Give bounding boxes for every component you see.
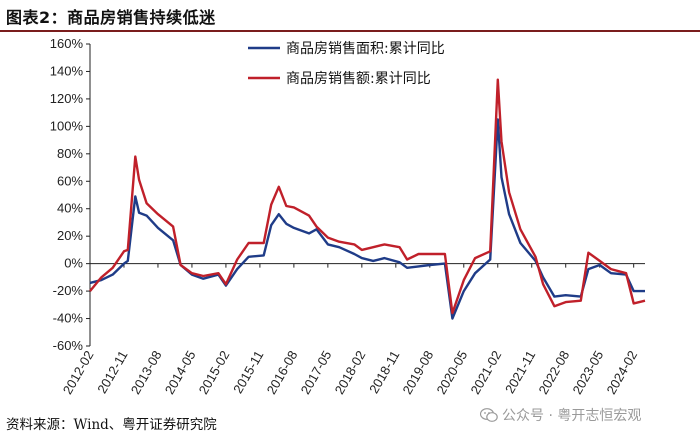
y-tick-label: 160% bbox=[50, 36, 84, 51]
y-tick-label: 60% bbox=[57, 173, 83, 188]
line-chart: 160% 140% 120% 100% 80% 60% 40% 20% 0% -20% -40% -6… bbox=[50, 36, 646, 397]
series-line-1 bbox=[89, 118, 645, 320]
legend-label-1: 商品房销售面积:累计同比 bbox=[286, 41, 445, 57]
y-tick-label: 40% bbox=[57, 201, 83, 216]
legend-label-2: 商品房销售额:累计同比 bbox=[286, 71, 431, 87]
y-tick-label: 120% bbox=[50, 91, 84, 106]
x-tick-label: 2019-08 bbox=[400, 348, 437, 397]
x-tick-label: 2018-02 bbox=[332, 348, 369, 397]
source-note: 资料来源：Wind、粤开证券研究院 bbox=[6, 417, 217, 433]
y-tick-label: 80% bbox=[57, 146, 83, 161]
x-tick-label: 2020-05 bbox=[434, 348, 471, 397]
y-tick-label: -40% bbox=[53, 311, 84, 326]
y-tick-label: -60% bbox=[53, 338, 84, 353]
y-tick-label: 100% bbox=[50, 118, 84, 133]
y-tick-label: -20% bbox=[53, 283, 84, 298]
watermark-text: 公众号 · 粤开志恒宏观 bbox=[502, 408, 642, 424]
title-divider bbox=[0, 30, 700, 32]
chart-title: 图表2：商品房销售持续低迷 bbox=[6, 8, 216, 27]
watermark: 公众号 · 粤开志恒宏观 bbox=[480, 405, 641, 425]
x-tick-label: 2021-02 bbox=[468, 348, 505, 397]
chart-axes: 160% 140% 120% 100% 80% 60% 40% 20% 0% -20% -40% -6… bbox=[50, 36, 645, 397]
x-tick-label: 2023-05 bbox=[569, 348, 606, 397]
x-tick-label: 2012-11 bbox=[94, 348, 130, 396]
x-tick-label: 2015-11 bbox=[230, 348, 266, 396]
series-layer bbox=[89, 78, 646, 320]
y-tick-label: 20% bbox=[57, 228, 83, 243]
x-tick-label: 2022-08 bbox=[535, 348, 572, 397]
x-tick-label: 2016-08 bbox=[264, 348, 301, 397]
y-tick-label: 140% bbox=[50, 63, 84, 78]
x-tick-label: 2021-11 bbox=[502, 348, 538, 396]
x-tick-label: 2018-11 bbox=[366, 348, 402, 396]
x-tick-label: 2014-05 bbox=[162, 348, 199, 397]
y-tick-label: 0% bbox=[64, 256, 83, 271]
x-tick-label: 2017-05 bbox=[298, 348, 335, 397]
x-tick-label: 2013-08 bbox=[128, 348, 165, 397]
x-tick-label: 2024-02 bbox=[603, 348, 640, 397]
x-tick-label: 2012-02 bbox=[60, 348, 97, 397]
series-line-2 bbox=[89, 78, 646, 315]
wechat-icon bbox=[480, 408, 498, 422]
x-tick-label: 2015-02 bbox=[196, 348, 233, 397]
